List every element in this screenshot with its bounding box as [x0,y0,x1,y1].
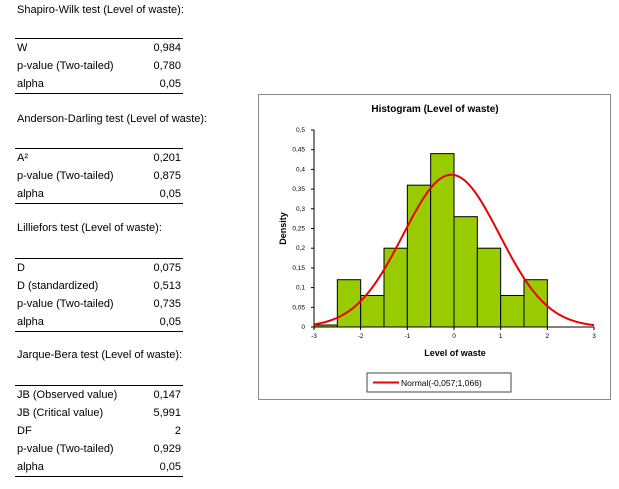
table-row: p-value (Two-tailed) 0,735 [15,295,183,313]
stat-value: 0,05 [159,461,181,473]
histogram-bar [500,294,525,328]
stat-label: DF [17,425,32,437]
stat-label: W [17,42,28,54]
shapiro-wilk-table: W 0,984 p-value (Two-tailed) 0,780 alpha… [15,38,183,94]
x-tick-label: 0 [452,333,456,340]
table-row: DF 2 [15,422,183,440]
y-tick-label: 0,1 [296,285,305,292]
x-tick-label: -2 [358,333,364,340]
legend-box [366,372,512,393]
stat-value: 0,780 [153,60,181,72]
stat-label: p-value (Two-tailed) [17,443,114,455]
stat-value: 0,075 [153,262,181,274]
stat-label: alpha [17,78,44,90]
table-row: JB (Observed value) 0,147 [15,385,183,404]
stat-label: p-value (Two-tailed) [17,170,114,182]
y-tick-label: 0,15 [292,265,305,272]
table-row: alpha 0,05 [15,458,183,477]
stat-value: 0,513 [153,280,181,292]
histogram-bar [383,247,408,328]
table-row: D (standardized) 0,513 [15,277,183,295]
lilliefors-table: D 0,075 D (standardized) 0,513 p-value (… [15,258,183,332]
y-tick-label: 0,05 [292,304,305,311]
histogram-bar [430,153,455,328]
x-tick-label: 1 [499,333,503,340]
table-row: D 0,075 [15,258,183,277]
legend-label: Normal(-0,057;1,066) [401,378,482,388]
stat-value: 5,991 [153,407,181,419]
stat-value: 0,05 [159,78,181,90]
jarque-bera-table: JB (Observed value) 0,147 JB (Critical v… [15,385,183,477]
y-tick-label: 0,35 [292,186,305,193]
table-row: A² 0,201 [15,148,183,167]
y-tick-label: 0,2 [296,245,305,252]
shapiro-wilk-title: Shapiro-Wilk test (Level of waste): [17,4,184,16]
x-tick-label: -3 [311,333,317,340]
x-tick-label: -1 [404,333,410,340]
anderson-darling-title: Anderson-Darling test (Level of waste): [17,113,208,125]
anderson-darling-table: A² 0,201 p-value (Two-tailed) 0,875 alph… [15,148,183,204]
lilliefors-title: Lilliefors test (Level of waste): [17,222,162,234]
table-row: p-value (Two-tailed) 0,929 [15,440,183,458]
stat-label: JB (Observed value) [17,389,118,401]
table-row: JB (Critical value) 5,991 [15,404,183,422]
stat-label: p-value (Two-tailed) [17,60,114,72]
x-tick-label: 3 [592,333,596,340]
table-row: W 0,984 [15,38,183,57]
stat-value: 0,984 [153,42,181,54]
table-row: alpha 0,05 [15,185,183,204]
table-row: alpha 0,05 [15,313,183,332]
normal-curve [313,173,595,327]
y-tick-label: 0,25 [292,226,305,233]
histogram-svg: Histogram (Level of waste) Density Level… [278,104,596,393]
stat-label: A² [17,152,28,164]
y-axis-label: Density [278,212,288,245]
histogram-bar [476,247,502,328]
stat-label: JB (Critical value) [17,407,104,419]
stat-value: 0,147 [153,389,181,401]
y-tick-label: 0,5 [296,127,305,134]
x-tick-label: 2 [546,333,550,340]
stat-value: 0,929 [153,443,181,455]
chart-title: Histogram (Level of waste) [371,104,498,115]
jarque-bera-title: Jarque-Bera test (Level of waste): [17,349,183,361]
stat-value: 2 [174,425,181,437]
stat-label: D (standardized) [17,280,99,292]
stat-label: D [17,262,25,274]
stat-value: 0,201 [153,152,181,164]
stat-label: p-value (Two-tailed) [17,298,114,310]
stat-label: alpha [17,188,44,200]
histogram-bar [360,294,385,328]
stat-label: alpha [17,461,44,473]
table-row: p-value (Two-tailed) 0,780 [15,57,183,75]
stat-value: 0,735 [153,298,181,310]
y-tick-label: 0 [301,324,305,331]
table-row: p-value (Two-tailed) 0,875 [15,167,183,185]
y-tick-label: 0,3 [296,206,305,213]
y-tick-label: 0,45 [292,147,305,154]
stat-value: 0,875 [153,170,181,182]
x-axis-label: Level of waste [424,348,486,358]
stat-label: alpha [17,316,44,328]
stat-value: 0,05 [159,188,181,200]
stat-value: 0,05 [159,316,181,328]
y-tick-label: 0,4 [296,166,305,173]
histogram-chart: Histogram (Level of waste) Density Level… [258,94,611,400]
histogram-bar [453,216,478,328]
table-row: alpha 0,05 [15,75,183,94]
